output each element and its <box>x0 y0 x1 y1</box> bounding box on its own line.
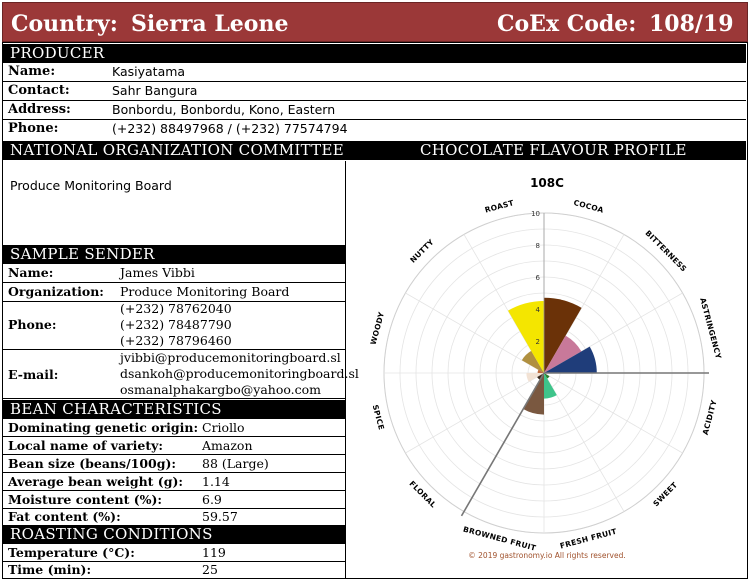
flavour-heading: CHOCOLATE FLAVOUR PROFILE <box>346 141 746 160</box>
producer-phone-row: Phone: (+232) 88497968 / (+232) 77574794 <box>8 121 348 136</box>
axis-pointer-browned-fruit <box>460 372 545 517</box>
bar-roast <box>521 350 544 373</box>
bean-row: Fat content (%): 59.57 <box>8 509 238 524</box>
tick-label: 8 <box>536 242 540 250</box>
tick-label: 6 <box>536 274 541 282</box>
grid-spoke <box>543 372 625 512</box>
bean-row: Moisture content (%): 6.9 <box>2 491 346 509</box>
axis-label-astringency: ASTRINGENCY <box>698 297 723 360</box>
chart-bars <box>460 213 709 517</box>
axis-label-fresh-fruit: FRESH FRUIT <box>559 527 618 551</box>
bean-row: Dominating genetic origin: Criollo <box>2 419 346 437</box>
producer-heading: PRODUCER <box>2 44 746 63</box>
bar-astringency <box>544 346 597 373</box>
tick-label: 2 <box>536 338 540 346</box>
chart-title: 108C <box>530 176 564 190</box>
sender-phone-row: Phone: (+232) 78762040 (+232) 78487790 (… <box>2 301 346 350</box>
grid-spoke <box>543 372 683 454</box>
sender-email-row: E-mail: jvibbi@producemonitoringboard.sl… <box>2 350 359 399</box>
axis-label-cocoa: COCOA <box>573 198 605 215</box>
bar-browned-fruit <box>544 373 557 399</box>
country-label: Country: <box>11 11 118 37</box>
axis-label-roast: ROAST <box>484 198 516 215</box>
axis-label-spice: SPICE <box>371 404 386 431</box>
chart-ticks: 2 4 6 8 10 <box>531 210 540 346</box>
sender-org-row: Organization: Produce Monitoring Board <box>2 283 346 302</box>
axis-label-sweet: SWEET <box>651 480 679 508</box>
bean-row: Average bean weight (g): 1.14 <box>2 473 346 491</box>
coex-label: CoEx Code: <box>497 11 637 37</box>
bar-fresh-fruit <box>544 373 550 379</box>
committee-value: Produce Monitoring Board <box>10 178 172 193</box>
roasting-row: Temperature (°C): 119 <box>2 544 346 562</box>
email-link[interactable]: osmanalphakargbo@yahoo.com <box>120 382 322 397</box>
grid-spoke <box>405 372 545 454</box>
bar-woody <box>526 373 544 382</box>
bar-sweet <box>508 301 544 373</box>
axis-label-acidity: ACIDITY <box>701 399 719 436</box>
axis-label-floral: FLORAL <box>407 479 438 510</box>
bar-cocoa <box>544 297 582 373</box>
column-divider <box>345 161 346 579</box>
committee-heading: NATIONAL ORGANIZATION COMMITTEE <box>2 141 346 160</box>
grid-spoke <box>543 292 683 374</box>
tick-label: 4 <box>536 306 541 314</box>
axis-label-browned-fruit: BROWNED FRUIT <box>462 525 538 553</box>
producer-name-row: Name: Kasiyatama <box>2 63 746 82</box>
bean-heading: BEAN CHARACTERISTICS <box>2 400 346 419</box>
producer-address-row: Address: Bonbordu, Bonbordu, Kono, Easter… <box>2 101 746 120</box>
roasting-row: Time (min): 25 <box>8 562 218 577</box>
copyright-notice: © 2019 gastronomy.io All rights reserved… <box>468 551 625 560</box>
grid-spoke <box>405 292 545 374</box>
email-link[interactable]: jvibbi@producemonitoringboard.sl <box>120 350 341 365</box>
country-name: Sierra Leone <box>131 11 289 37</box>
roasting-heading: ROASTING CONDITIONS <box>2 525 346 544</box>
bar-bitterness <box>544 335 582 373</box>
axis-label-woody: WOODY <box>369 311 386 346</box>
sender-heading: SAMPLE SENDER <box>2 245 346 264</box>
bean-row: Local name of variety: Amazon <box>2 437 346 455</box>
coex-code: 108/19 <box>649 11 734 37</box>
flavour-polar-chart: 108C 2 4 6 8 10 ROAST COCOA BITTERNESS ASTRINGE… <box>369 176 724 560</box>
bar-spice <box>537 369 544 373</box>
email-link[interactable]: dsankoh@producemonitoringboard.sl <box>120 366 359 381</box>
axis-label-bitterness: BITTERNESS <box>643 229 688 274</box>
producer-contact-row: Contact: Sahr Bangura <box>2 82 746 101</box>
bean-row: Bean size (beans/100g): 88 (Large) <box>2 455 346 473</box>
header-banner: Country: Sierra Leone CoEx Code: 108/19 <box>2 2 748 42</box>
sender-name-row: Name: James Vibbi <box>2 264 346 283</box>
tick-label: 10 <box>531 210 540 218</box>
axis-label-nutty: NUTTY <box>408 237 436 265</box>
